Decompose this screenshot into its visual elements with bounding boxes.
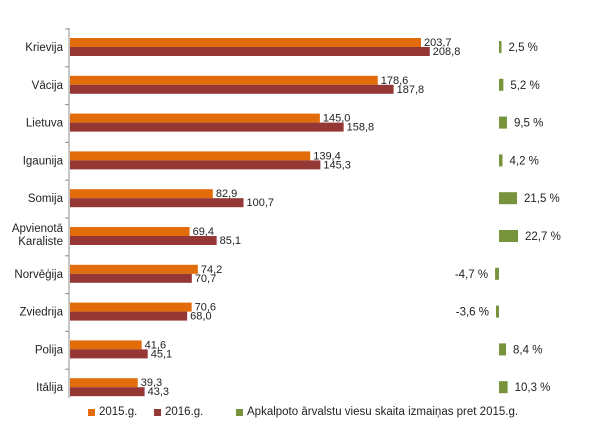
bar-2015	[70, 38, 421, 47]
change-value-label: 21,5 %	[524, 193, 560, 205]
bar-value-label: 41,6	[145, 339, 166, 351]
change-bar	[499, 230, 518, 242]
bar-2015	[70, 75, 378, 85]
bar-value-label: 145,0	[323, 113, 351, 125]
category-label: Lietuva	[26, 118, 64, 130]
bar-2015	[70, 378, 138, 388]
change-bar	[499, 78, 504, 91]
bar-value-label: 178,6	[381, 75, 409, 87]
change-value-label: 4,2 %	[510, 155, 539, 167]
category-label: Somija	[28, 193, 64, 205]
bar-value-label: 100,7	[247, 197, 275, 209]
category-label: Vācija	[32, 80, 64, 92]
category-label: Karaliste	[18, 236, 63, 248]
bar-2016	[70, 198, 244, 208]
bar-value-label: 139,4	[313, 150, 341, 162]
category-label: Polija	[35, 344, 64, 356]
bar-value-label: 70,7	[195, 273, 216, 285]
change-bar	[499, 192, 517, 205]
legend-label-2015: 2015.g.	[99, 406, 138, 418]
bar-value-label: 68,0	[190, 311, 211, 323]
change-value-label: 8,4 %	[513, 344, 542, 356]
bar-2015	[70, 113, 320, 123]
bar-value-label: 158,8	[347, 122, 375, 134]
bar-value-label: 203,7	[424, 37, 452, 49]
change-value-label: 9,5 %	[514, 118, 543, 130]
bar-value-label: 85,1	[220, 235, 241, 247]
category-label: Apvienotā	[12, 223, 64, 235]
bar-2015	[70, 189, 213, 199]
change-bar	[499, 381, 508, 394]
category-label: Krievija	[25, 42, 63, 54]
category-label: Igaunija	[23, 155, 64, 167]
change-bar	[499, 116, 507, 129]
bar-2016	[70, 122, 344, 132]
bar-2015	[70, 227, 190, 236]
change-value-label: -4,7 %	[455, 269, 488, 281]
bar-value-label: 70,6	[195, 302, 216, 314]
change-value-label: 5,2 %	[510, 80, 539, 92]
legend-item-2016: 2016.g.	[154, 406, 203, 418]
change-value-label: 2,5 %	[509, 42, 538, 54]
bar-2016	[70, 160, 321, 170]
legend-swatch-2015	[88, 408, 95, 416]
bar-value-label: 43,3	[148, 386, 169, 398]
bar-value-label: 208,8	[433, 46, 461, 58]
bar-2016	[70, 349, 148, 359]
bar-2015	[70, 302, 192, 312]
change-value-label: 22,7 %	[525, 231, 561, 243]
change-bar	[495, 305, 499, 318]
category-label: Zviedrija	[20, 307, 64, 319]
bar-2015	[70, 340, 142, 350]
bar-2016	[70, 47, 430, 56]
bar-value-label: 82,9	[216, 188, 237, 200]
chart-legend: 2015.g. 2016.g. Apkalpoto ārvalstu viesu…	[88, 406, 608, 424]
bar-2015	[70, 151, 311, 161]
bar-2016	[70, 236, 217, 245]
bar-value-label: 69,4	[193, 226, 214, 238]
change-bar	[499, 343, 507, 356]
category-label: Itālija	[36, 382, 63, 394]
legend-label-change: Apkalpoto ārvalstu viesu skaita izmaiņas…	[247, 406, 519, 418]
bar-2015	[70, 264, 198, 274]
bar-value-label: 145,3	[323, 159, 351, 171]
bar-2016	[70, 311, 188, 321]
bar-value-label: 187,8	[397, 84, 425, 96]
bar-value-label: 39,3	[141, 377, 162, 389]
category-label: Norvēģija	[14, 268, 63, 281]
legend-item-change: Apkalpoto ārvalstu viesu skaita izmaiņas…	[236, 406, 518, 418]
change-value-label: 10,3 %	[515, 382, 551, 394]
bar-2016	[70, 84, 394, 94]
change-bar	[499, 154, 503, 167]
legend-swatch-2016	[154, 408, 161, 416]
change-value-label: -3,6 %	[456, 307, 489, 319]
legend-swatch-change	[236, 408, 243, 416]
legend-label-2016: 2016.g.	[165, 406, 204, 418]
bar-2016	[70, 387, 145, 397]
bar-value-label: 45,1	[151, 348, 172, 360]
change-bar	[499, 41, 502, 53]
legend-item-2015: 2015.g.	[88, 406, 137, 418]
change-bar	[495, 267, 499, 280]
bar-value-label: 74,2	[201, 264, 222, 276]
bar-2016	[70, 273, 192, 283]
